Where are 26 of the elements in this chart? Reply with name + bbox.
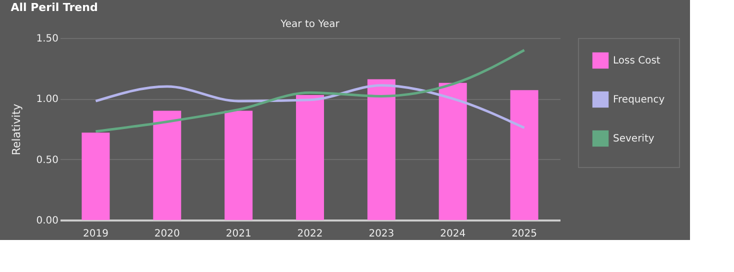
bar bbox=[438, 82, 467, 220]
line-series bbox=[94, 48, 526, 133]
chart-subtitle: Year to Year bbox=[280, 19, 340, 30]
line-series bbox=[94, 84, 526, 130]
bar bbox=[510, 90, 538, 220]
bar bbox=[82, 132, 110, 220]
x-tick-label: 2024 bbox=[440, 228, 466, 240]
legend-label: Severity bbox=[613, 134, 654, 144]
y-tick-label: 1.00 bbox=[36, 94, 58, 106]
bar bbox=[367, 79, 396, 220]
bar bbox=[153, 110, 182, 220]
y-tick-label: 1.50 bbox=[36, 34, 58, 44]
x-tick-label: 2021 bbox=[226, 228, 252, 240]
bar bbox=[224, 110, 253, 220]
chart-title: All Peril Trend bbox=[10, 1, 98, 14]
x-tick-label: 2020 bbox=[154, 228, 180, 240]
x-tick-label: 2019 bbox=[82, 228, 108, 240]
legend-label: Loss Cost bbox=[613, 56, 660, 66]
x-tick-label: 2023 bbox=[368, 228, 394, 240]
x-tick-label: 2022 bbox=[297, 228, 323, 240]
legend-label: Frequency bbox=[613, 94, 665, 106]
bar bbox=[296, 95, 324, 220]
x-tick-label: 2025 bbox=[512, 228, 538, 240]
y-axis-title: Relativity bbox=[10, 103, 24, 156]
y-tick-label: 0.00 bbox=[36, 216, 58, 226]
y-tick-label: 0.50 bbox=[36, 154, 58, 166]
